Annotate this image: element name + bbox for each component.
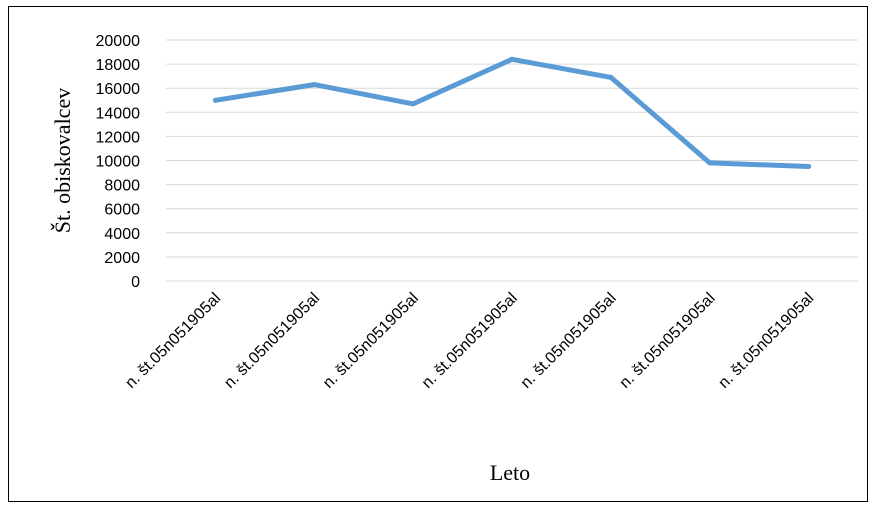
x-tick-label: n. št.05n051905al: [715, 290, 817, 392]
x-tick-label: n. št.05n051905al: [419, 290, 521, 392]
x-tick-label: n. št.05n051905al: [122, 290, 224, 392]
y-tick-label: 16000: [96, 81, 141, 98]
y-tick-label: 14000: [96, 105, 141, 122]
series-layer: [212, 56, 812, 170]
x-axis-title: Leto: [490, 460, 530, 485]
y-tick-label: 20000: [96, 33, 141, 50]
data-point: [212, 97, 218, 103]
data-point: [311, 82, 317, 88]
y-axis-tick-labels: 0 2000 4000 6000 8000 10000 12000 14000 16000 180…: [96, 33, 141, 291]
y-tick-label: 6000: [104, 202, 140, 219]
series-line: [212, 56, 812, 169]
data-point: [707, 160, 713, 166]
x-tick-label: n. št.05n051905al: [518, 290, 620, 392]
data-point: [608, 74, 614, 80]
x-tick-label: n. št.05n051905al: [617, 290, 719, 392]
y-tick-label: 2000: [104, 250, 140, 267]
y-tick-label: 8000: [104, 178, 140, 195]
y-tick-label: 12000: [96, 129, 141, 146]
data-point: [410, 101, 416, 107]
y-tick-label: 4000: [104, 226, 140, 243]
y-tick-label: 0: [131, 274, 140, 291]
y-tick-label: 18000: [96, 57, 141, 74]
x-tick-label: n. št.05n051905al: [320, 290, 422, 392]
data-point: [509, 56, 515, 62]
x-tick-label: n. št.05n051905al: [221, 290, 323, 392]
data-point: [806, 164, 812, 170]
gridlines: [166, 39, 858, 258]
y-tick-label: 10000: [96, 154, 141, 171]
y-axis-title: Št. obiskovalcev: [50, 88, 75, 233]
